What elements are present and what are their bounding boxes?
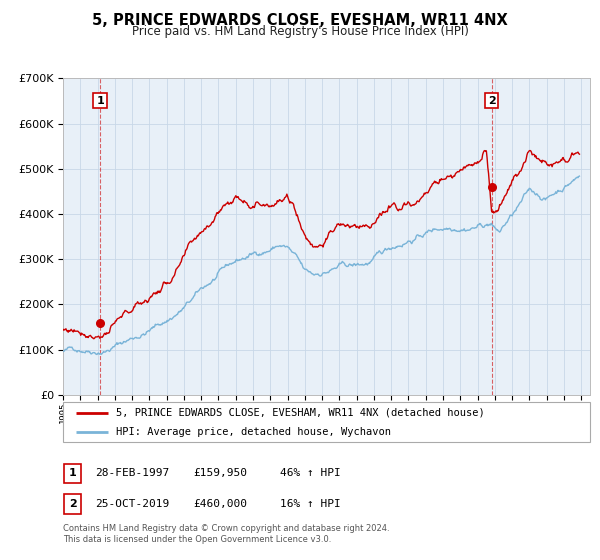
Text: £460,000: £460,000	[193, 499, 247, 509]
Text: 16% ↑ HPI: 16% ↑ HPI	[280, 499, 341, 509]
Text: 1: 1	[69, 468, 76, 478]
Text: 1: 1	[96, 96, 104, 105]
Text: Price paid vs. HM Land Registry's House Price Index (HPI): Price paid vs. HM Land Registry's House …	[131, 25, 469, 38]
Text: This data is licensed under the Open Government Licence v3.0.: This data is licensed under the Open Gov…	[63, 535, 331, 544]
Text: 2: 2	[488, 96, 496, 105]
Text: 25-OCT-2019: 25-OCT-2019	[95, 499, 170, 509]
Text: 5, PRINCE EDWARDS CLOSE, EVESHAM, WR11 4NX: 5, PRINCE EDWARDS CLOSE, EVESHAM, WR11 4…	[92, 13, 508, 28]
Text: 5, PRINCE EDWARDS CLOSE, EVESHAM, WR11 4NX (detached house): 5, PRINCE EDWARDS CLOSE, EVESHAM, WR11 4…	[116, 408, 484, 418]
Text: 28-FEB-1997: 28-FEB-1997	[95, 468, 170, 478]
Text: 46% ↑ HPI: 46% ↑ HPI	[280, 468, 341, 478]
Text: 2: 2	[69, 499, 76, 509]
Text: £159,950: £159,950	[193, 468, 247, 478]
Text: HPI: Average price, detached house, Wychavon: HPI: Average price, detached house, Wych…	[116, 427, 391, 437]
Text: Contains HM Land Registry data © Crown copyright and database right 2024.: Contains HM Land Registry data © Crown c…	[63, 524, 389, 533]
